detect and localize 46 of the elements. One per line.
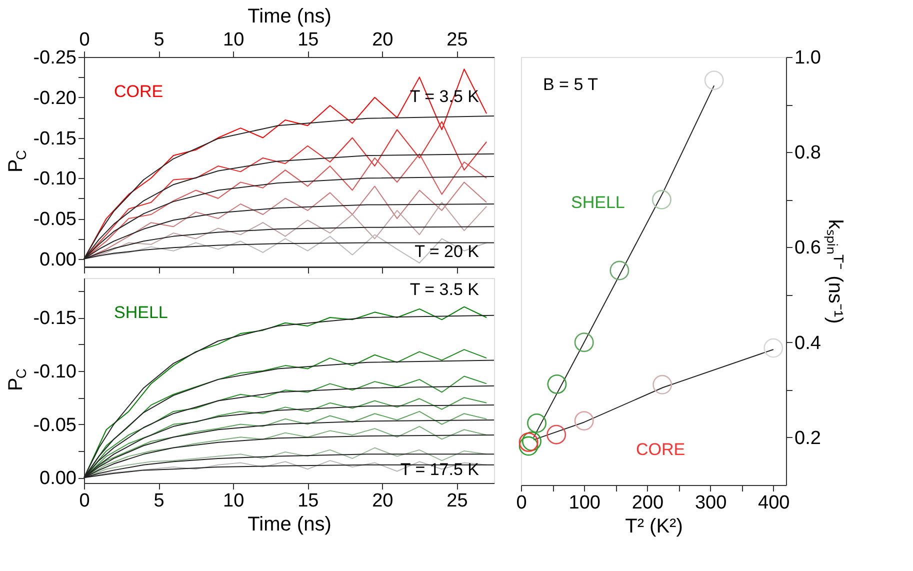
y2-tick-label: 0.2 bbox=[794, 428, 821, 449]
x-tick-label: 0 bbox=[79, 490, 90, 512]
x-tick-label: 200 bbox=[632, 492, 664, 514]
y-tick-label: -0.10 bbox=[33, 168, 76, 190]
x-axis-title: Time (ns) bbox=[248, 514, 332, 536]
x-tick-label: 300 bbox=[694, 492, 727, 514]
y-tick-label: -0.15 bbox=[33, 308, 76, 330]
y2-tick-label: 0.4 bbox=[794, 332, 822, 354]
annotation: T = 3.5 K bbox=[410, 280, 480, 299]
x2-tick-label: 15 bbox=[298, 30, 319, 50]
x2-tick-label: 20 bbox=[372, 30, 394, 50]
x2-tick-label: 5 bbox=[154, 30, 164, 50]
y-tick-label: -0.15 bbox=[33, 128, 76, 150]
x2-tick-label: 0 bbox=[79, 30, 90, 50]
y-axis-title: PC bbox=[5, 368, 29, 392]
y-tick-label: -0.05 bbox=[33, 414, 76, 436]
x-tick-label: 25 bbox=[446, 490, 468, 512]
y2-axis-title: kₛₚᵢₙᵀ⁻ (ns⁻¹) bbox=[824, 219, 846, 324]
annotation: CORE bbox=[114, 82, 164, 101]
y2-tick-label: 0.8 bbox=[794, 142, 821, 164]
y-tick-label: -0.05 bbox=[33, 209, 76, 230]
x2-tick-label: 10 bbox=[223, 30, 244, 50]
x-tick-label: 15 bbox=[298, 490, 319, 512]
annotation: SHELL bbox=[571, 193, 625, 212]
y-tick-label: -0.20 bbox=[33, 88, 76, 109]
annotation: CORE bbox=[636, 440, 686, 459]
annotation: T = 17.5 K bbox=[400, 460, 480, 479]
y2-tick-label: 1.0 bbox=[794, 48, 821, 68]
x-tick-label: 5 bbox=[154, 490, 164, 512]
x-tick-label: 0 bbox=[516, 492, 527, 514]
x-tick-label: 400 bbox=[758, 492, 790, 514]
x2-tick-label: 25 bbox=[446, 30, 468, 50]
y-tick-label: 0.00 bbox=[40, 468, 76, 490]
y-tick-label: -0.10 bbox=[33, 361, 76, 382]
x-tick-label: 20 bbox=[372, 490, 394, 512]
y-tick-label: 0.00 bbox=[40, 249, 76, 270]
x2-axis-title: Time (ns) bbox=[248, 6, 332, 28]
annotation: B = 5 T bbox=[543, 75, 598, 94]
annotation: T = 20 K bbox=[414, 242, 480, 261]
x-tick-label: 10 bbox=[223, 490, 244, 512]
annotation: SHELL bbox=[114, 303, 168, 322]
y-axis-title: PC bbox=[5, 150, 29, 173]
x-axis-title: T² (K²) bbox=[625, 516, 683, 538]
y-tick-label: -0.25 bbox=[33, 48, 76, 68]
y2-tick-label: 0.6 bbox=[794, 238, 821, 259]
x-tick-label: 100 bbox=[568, 492, 600, 514]
